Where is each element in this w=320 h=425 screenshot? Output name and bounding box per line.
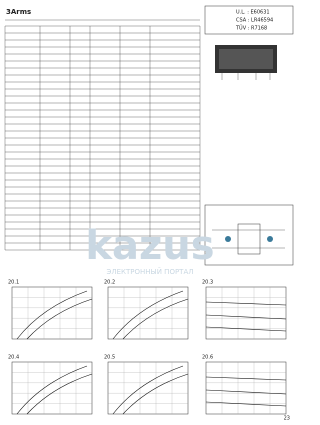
figure-label: 20.4 [8, 355, 19, 361]
figure-frame [205, 286, 287, 340]
spec-table [4, 25, 201, 251]
document: 3Arms kazus ЭЛЕКТРОННЫЙ ПОРТАЛ 20.1 20.2 2… [4, 5, 294, 422]
watermark-subtitle: ЭЛЕКТРОННЫЙ ПОРТАЛ [106, 267, 193, 276]
figure-curve [205, 376, 287, 407]
figure-frame [11, 361, 93, 415]
figure-frame [11, 286, 93, 340]
circuit-box [204, 204, 294, 266]
figure-curve [112, 290, 189, 340]
figure-frame [205, 361, 287, 415]
figure-curve [112, 365, 189, 415]
watermark-logo: kazus [85, 223, 214, 269]
figure-label: 20.3 [202, 280, 213, 286]
figure-frame [107, 361, 189, 415]
figure-label: 20.5 [104, 355, 115, 361]
approval-box [204, 5, 294, 35]
figures: 20.1 20.2 20.3 20.4 20.5 20.6 [8, 280, 287, 415]
figure-curve [205, 301, 287, 332]
figure-curve [16, 290, 93, 340]
figure-label: 20.6 [202, 355, 213, 361]
relay-pins [221, 73, 271, 80]
figure-label: 20.1 [8, 280, 19, 286]
approval: TÜV : R7168 [235, 25, 267, 32]
figure-frame [107, 286, 189, 340]
approval: CSA : LR46594 [236, 18, 273, 24]
title: 3Arms [6, 8, 31, 16]
page: 3Arms kazus ЭЛЕКТРОННЫЙ ПОРТАЛ 20.1 20.2 2… [4, 5, 294, 422]
approval: U.L. : E60631 [236, 10, 270, 16]
figure-curve [16, 365, 93, 415]
circuit-diagram [212, 223, 285, 255]
relay-photo-face [219, 49, 273, 69]
page-number: 23 [284, 416, 290, 422]
figure-label: 20.2 [104, 280, 115, 286]
